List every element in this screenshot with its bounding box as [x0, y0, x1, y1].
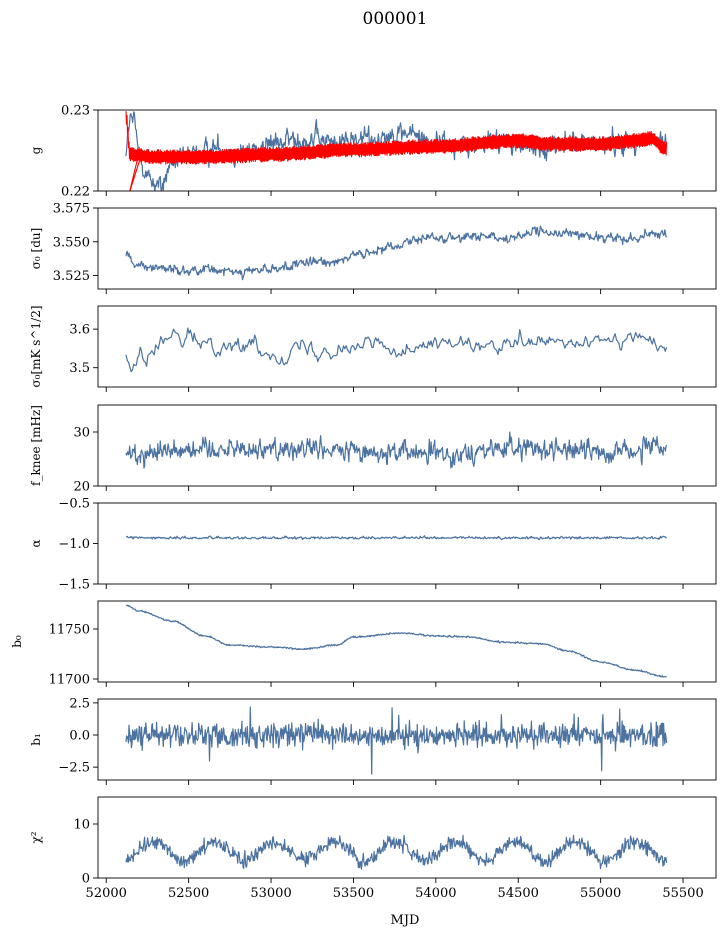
x-tick-label: 53500: [333, 886, 374, 901]
y-tick-label: 3.575: [53, 202, 90, 217]
panel-g: 0.22 0.23 g: [29, 104, 717, 200]
y-axis-label-fknee: f_knee [mHz]: [29, 405, 43, 486]
y-axis-label-sigma0-du: σ₀ [du]: [29, 228, 43, 270]
x-tick-label: 54000: [415, 886, 456, 901]
y-tick-label: 30: [73, 426, 90, 441]
y-axis-label-chi2: χ²: [29, 831, 43, 843]
series-line-chi2: [125, 834, 668, 870]
x-tick-label: 53000: [250, 886, 291, 901]
series-line-alpha: [125, 535, 667, 541]
figure-title: 000001: [363, 9, 428, 29]
y-tick-label: −1.5: [58, 578, 90, 593]
axes-frame-sigma0-du: [97, 207, 717, 290]
y-tick-label: 3.525: [53, 269, 90, 284]
y-axis-label-alpha: α: [29, 539, 43, 547]
y-tick-label: 10: [73, 818, 90, 833]
panel-b1: −2.5 0.0 2.5 b₁: [29, 696, 717, 785]
y-tick-label: 20: [73, 480, 90, 495]
plot-area-g: [125, 111, 668, 191]
panel-sigma0-mk: 3.5 3.6 σ₀[mK s^1/2]: [29, 305, 717, 392]
panel-fknee: 20 30 f_knee [mHz]: [29, 404, 717, 495]
axes-frame-sigma0-mk: [97, 305, 717, 388]
x-tick-label: 52000: [86, 886, 127, 901]
axes-frame-b0: [97, 600, 717, 683]
y-axis-label-b0: b₀: [10, 635, 24, 648]
plot-area-fknee: [125, 431, 668, 469]
x-axis-label: MJD: [391, 913, 420, 928]
series-line-fknee: [125, 431, 668, 469]
axes-frame-chi2: [97, 796, 717, 879]
y-tick-label: 0.22: [61, 185, 90, 200]
plot-area-sigma0-du: [125, 225, 668, 281]
plot-area-b0: [125, 604, 667, 678]
series-line-b0: [125, 604, 667, 678]
y-tick-label: 0: [82, 872, 90, 887]
panel-sigma0-du: 3.525 3.550 3.575 σ₀ [du]: [29, 202, 717, 294]
panels: 0.22 0.23 g 3.525 3.550 3.575 σ₀ [du] 3.5 3.6 σ₀[…: [10, 104, 717, 901]
y-axis-label-b1: b₁: [29, 733, 43, 746]
x-tick-label: 55000: [580, 886, 621, 901]
plot-area-alpha: [125, 535, 667, 541]
series-line-sigma0-mk: [125, 327, 668, 373]
y-tick-label: −2.5: [58, 761, 90, 776]
panel-alpha: −1.5 −1.0 −0.5 α: [29, 497, 717, 593]
y-tick-label: 2.5: [69, 696, 90, 711]
y-axis-label-sigma0-mk: σ₀[mK s^1/2]: [29, 305, 43, 387]
y-tick-label: 11750: [49, 623, 90, 638]
axes-frame-g: [97, 109, 717, 192]
series-line-b1: [125, 706, 668, 775]
y-tick-label: 0.0: [69, 729, 90, 744]
x-tick-label: 54500: [498, 886, 539, 901]
series-line-g-reference: [125, 111, 668, 191]
axes-frame-b1: [97, 698, 717, 781]
y-tick-label: 3.550: [53, 235, 90, 250]
axes-frame-alpha: [97, 502, 717, 585]
y-axis-label-g: g: [29, 146, 43, 154]
plot-area-sigma0-mk: [125, 327, 668, 373]
y-tick-label: 11700: [49, 673, 90, 688]
x-tick-label: 52500: [168, 886, 209, 901]
y-tick-label: −0.5: [58, 497, 90, 512]
y-tick-label: −1.0: [58, 537, 90, 552]
plot-area-chi2: [125, 834, 668, 870]
plot-area-b1: [125, 706, 668, 775]
y-tick-label: 0.23: [61, 104, 90, 119]
panel-chi2: 0 10 52000 52500 53000 53500 54000 54500 55000 55…: [29, 796, 717, 901]
y-tick-label: 3.6: [69, 323, 90, 338]
series-line-sigma0-du: [125, 225, 668, 281]
panel-b0: 11700 11750 b₀: [10, 600, 717, 688]
x-tick-label: 55500: [662, 886, 703, 901]
axes-frame-fknee: [97, 404, 717, 487]
y-tick-label: 3.5: [69, 361, 90, 376]
